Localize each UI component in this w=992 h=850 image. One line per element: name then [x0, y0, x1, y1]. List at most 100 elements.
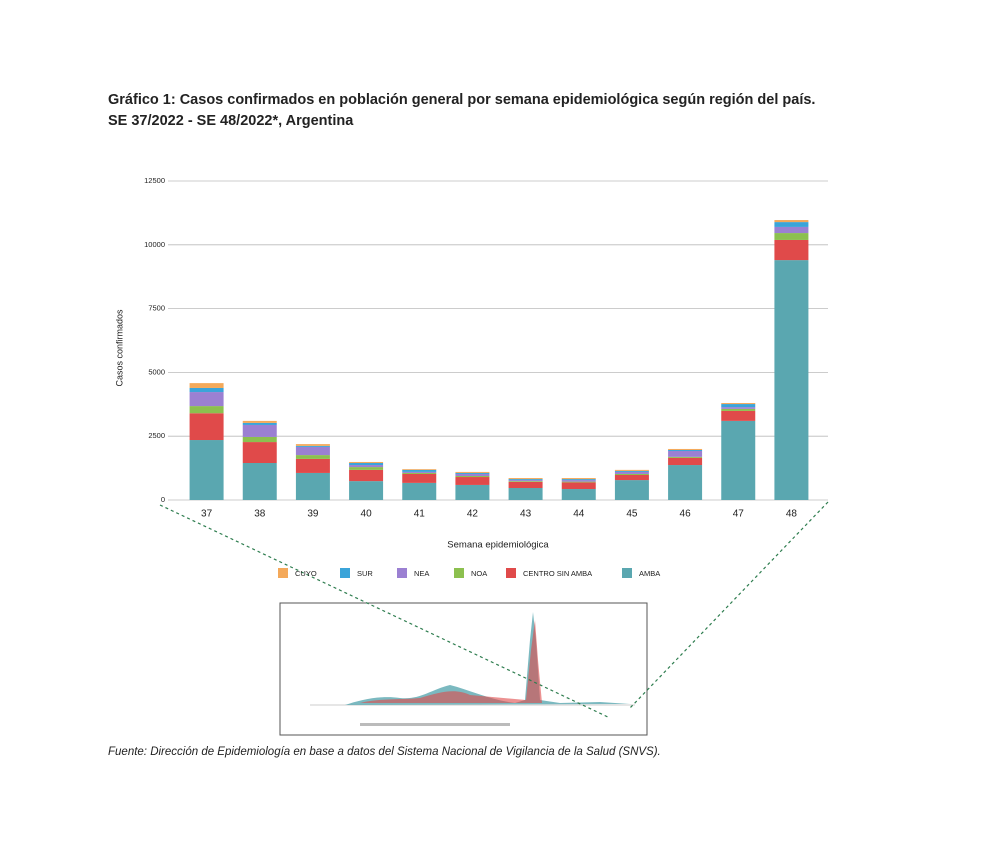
x-tick-label: 44 — [573, 509, 585, 520]
x-tick-label: 42 — [467, 509, 479, 520]
bar-segment — [614, 470, 649, 472]
legend-swatch — [397, 568, 407, 578]
bar-segment — [349, 469, 384, 482]
bar-segment — [614, 480, 649, 500]
bar-segment — [774, 222, 809, 227]
chart-subtitle: SE 37/2022 - SE 48/2022*, Argentina — [108, 113, 354, 129]
bar-segment — [508, 479, 543, 481]
bar-segment — [189, 387, 224, 393]
x-axis-label: Semana epidemiológica — [447, 540, 549, 551]
y-tick-label: 12500 — [144, 176, 165, 185]
bar-segment — [614, 469, 649, 471]
bar-segment — [402, 482, 437, 500]
bar-segment — [561, 480, 596, 482]
legend-label: CENTRO SIN AMBA — [523, 569, 592, 578]
bar-segment — [508, 481, 543, 482]
bar-segment — [295, 458, 330, 473]
legend-label: NEA — [414, 569, 429, 578]
bar-segment — [774, 233, 809, 240]
bar-segment — [455, 471, 490, 473]
bar-segment — [508, 478, 543, 480]
bar-segment — [242, 436, 277, 443]
bar-segment — [774, 220, 809, 223]
bar-segment — [242, 462, 277, 500]
bar-segment — [402, 471, 437, 473]
bar-segment — [614, 474, 649, 481]
bar-segment — [721, 420, 756, 500]
bar-segment — [402, 472, 437, 474]
bar-segment — [561, 478, 596, 480]
legend-swatch — [278, 568, 288, 578]
bar-segment — [668, 448, 703, 450]
inset-thumbnail — [279, 602, 648, 736]
bar-segment — [721, 407, 756, 409]
bar-segment — [455, 484, 490, 500]
bar-segment — [721, 410, 756, 421]
bar-segment — [349, 465, 384, 468]
bar-segment — [721, 408, 756, 411]
bar-segment — [774, 226, 809, 234]
bar-segment — [242, 442, 277, 463]
bar-segment — [402, 469, 437, 472]
legend-label: CUYO — [295, 569, 317, 578]
x-tick-label: 43 — [520, 509, 532, 520]
bar-segment — [508, 480, 543, 482]
legend-swatch — [622, 568, 632, 578]
bar-segment — [614, 471, 649, 474]
bar-segment — [455, 477, 490, 485]
y-axis-label: Casos confirmados — [114, 309, 124, 387]
bar-segment — [774, 239, 809, 261]
bar-segment — [508, 488, 543, 500]
x-tick-label: 39 — [307, 509, 319, 520]
bar-segment — [614, 473, 649, 475]
bar-segment — [561, 481, 596, 483]
bar-segment — [455, 473, 490, 477]
bar-segment — [668, 457, 703, 466]
bar-segment — [189, 413, 224, 441]
bar-segment — [349, 467, 384, 470]
bar-segment — [349, 462, 384, 466]
bar-segment — [561, 489, 596, 500]
y-tick-label: 7500 — [148, 304, 165, 313]
bar-segment — [295, 446, 330, 456]
x-tick-label: 37 — [201, 509, 213, 520]
x-tick-label: 45 — [626, 509, 638, 520]
x-tick-label: 47 — [733, 509, 745, 520]
bar-segment — [189, 383, 224, 388]
bar-segment — [295, 445, 330, 447]
bar-segment — [668, 449, 703, 452]
bar-segment — [668, 465, 703, 500]
bar-segment — [508, 481, 543, 489]
bar-segment — [295, 444, 330, 446]
x-tick-label: 40 — [361, 509, 373, 520]
legend-swatch — [454, 568, 464, 578]
y-tick-label: 10000 — [144, 240, 165, 249]
x-tick-label: 38 — [254, 509, 266, 520]
bar-segment — [721, 404, 756, 408]
bar-segment — [455, 472, 490, 474]
bar-segment — [295, 472, 330, 500]
source-note: Fuente: Dirección de Epidemiología en ba… — [108, 746, 661, 758]
bar-segment — [774, 260, 809, 500]
chart-title: Gráfico 1: Casos confirmados en població… — [108, 92, 815, 108]
bar-segment — [295, 455, 330, 459]
y-tick-label: 0 — [161, 495, 165, 504]
bar-segment — [189, 392, 224, 407]
bar-segment — [721, 403, 756, 405]
legend-label: AMBA — [639, 569, 660, 578]
bar-segment — [402, 469, 437, 470]
legend-label: NOA — [471, 569, 487, 578]
bar-segment — [242, 424, 277, 437]
bar-segment — [561, 482, 596, 490]
legend-swatch — [506, 568, 516, 578]
bar-segment — [242, 422, 277, 425]
bar-segment — [668, 456, 703, 458]
x-tick-label: 48 — [786, 509, 798, 520]
zoom-line — [629, 501, 829, 709]
legend-swatch — [340, 568, 350, 578]
bar-segment — [349, 481, 384, 500]
legend-label: SUR — [357, 569, 373, 578]
y-tick-label: 5000 — [148, 367, 165, 376]
